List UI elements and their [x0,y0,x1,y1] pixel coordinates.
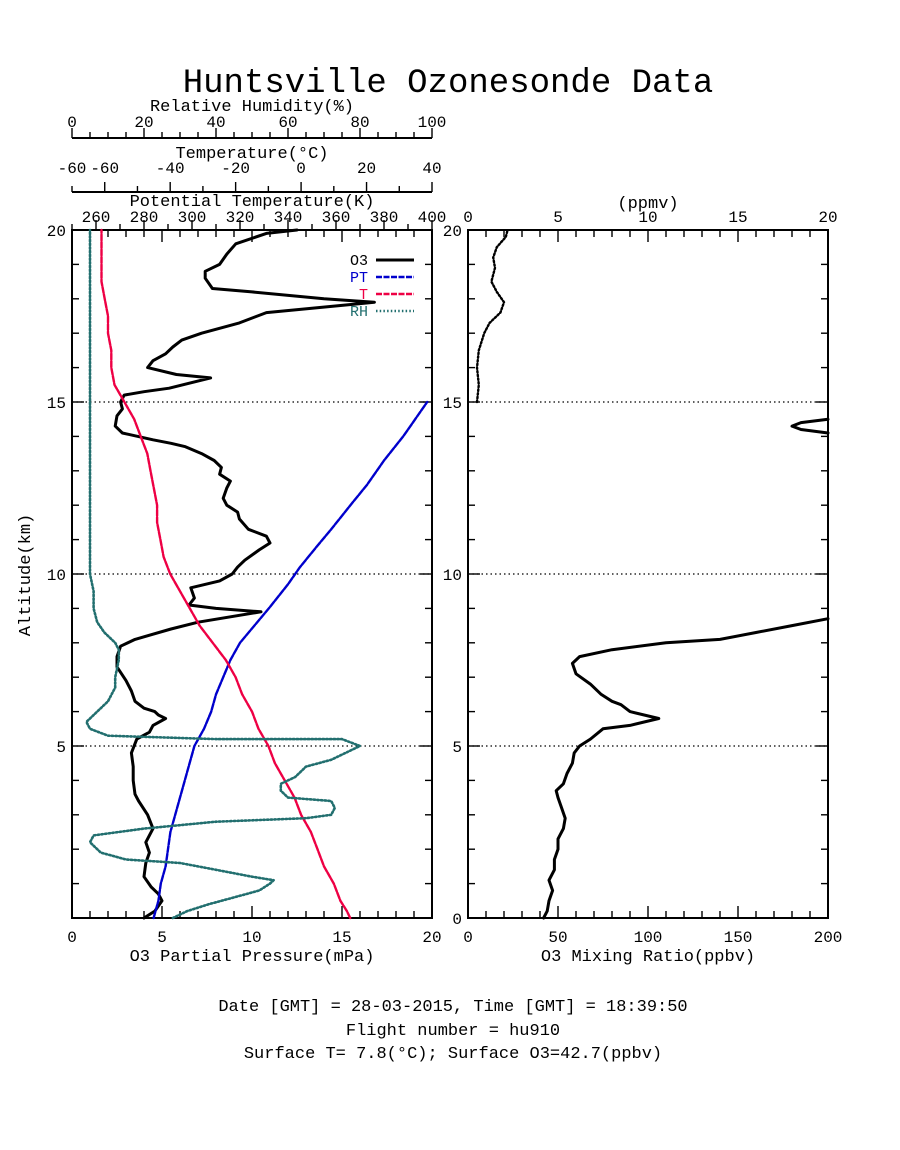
rh-tick-label: 100 [418,114,447,132]
series-o3-line [113,228,376,920]
t-tick-label: 20 [357,160,376,178]
y-tick-label: 10 [47,567,66,585]
y-tick-label: 15 [443,395,462,413]
top-tick-label: 0 [463,209,473,227]
t-tick-label: -60 [90,160,119,178]
pt-tick-label: 380 [370,209,399,227]
pt-tick-label: 300 [178,209,207,227]
t-tick-label: -40 [156,160,185,178]
rh-tick-label: 60 [278,114,297,132]
rh-tick-label: 80 [350,114,369,132]
y-tick-label: 20 [443,223,462,241]
x-tick-label: 50 [548,929,567,947]
series-mixing-ratio-line [790,417,830,435]
y-tick-label: 15 [47,395,66,413]
rh-axis-title: Relative Humidity(%) [150,98,354,117]
top-tick-label: 10 [638,209,657,227]
x-tick-label: 200 [814,929,843,947]
x-tick-label: 5 [157,929,167,947]
y-tick-label: 5 [56,739,66,757]
rh-tick-label: 0 [67,114,77,132]
pt-tick-label: 260 [82,209,111,227]
x-tick-label: 20 [422,929,441,947]
top-tick-label: 20 [818,209,837,227]
footer-surface-values: Surface T= 7.8(°C); Surface O3=42.7(ppbv… [244,1045,662,1064]
x-tick-label: 0 [463,929,473,947]
pt-tick-label: 360 [322,209,351,227]
legend-label-o3: O3 [350,253,368,270]
top-tick-label: 15 [728,209,747,227]
x-axis-title: O3 Mixing Ratio(ppbv) [541,948,755,967]
pt-tick-label: 320 [226,209,255,227]
t-tick-label: -60 [58,160,87,178]
legend-label-rh: RH [350,304,368,321]
series-mixing-ratio-line [542,617,830,920]
top-axis-title: (ppmv) [617,195,678,214]
y-tick-label: 20 [47,223,66,241]
x-tick-label: 150 [724,929,753,947]
left-panel: 5 10 15 20 Altitude(km) 0 5 10 15 20 O3 Partial Pr… [17,98,446,967]
y-tick-label: 5 [452,739,462,757]
t-tick-label: -20 [221,160,250,178]
y-tick-label: 10 [443,567,462,585]
t-tick-label: 0 [296,160,306,178]
rh-tick-label: 40 [206,114,225,132]
series-rh-line [85,228,362,920]
series-mixing-ratio-line [475,228,509,404]
top-tick-label: 5 [553,209,563,227]
legend-label-t: T [359,287,368,304]
rh-tick-label: 20 [134,114,153,132]
t-axis-title: Temperature(°C) [175,145,328,164]
x-tick-label: 15 [332,929,351,947]
pt-axis-title: Potential Temperature(K) [130,193,375,212]
footer-date-time: Date [GMT] = 28-03-2015, Time [GMT] = 18… [218,998,687,1017]
y-tick-label: 0 [452,911,462,929]
pt-tick-label: 280 [130,209,159,227]
x-tick-label: 0 [67,929,77,947]
pt-tick-label: 340 [274,209,303,227]
chart-title: Huntsville Ozonesonde Data [183,65,714,103]
x-tick-label: 10 [242,929,261,947]
series-pt-line [152,400,429,920]
legend-label-pt: PT [350,270,368,287]
t-tick-label: 40 [422,160,441,178]
footer-flight-number: Flight number = hu910 [346,1022,560,1041]
x-tick-label: 100 [634,929,663,947]
pt-tick-label: 400 [418,209,447,227]
x-axis-title: O3 Partial Pressure(mPa) [130,948,375,967]
y-axis-title: Altitude(km) [17,514,36,636]
